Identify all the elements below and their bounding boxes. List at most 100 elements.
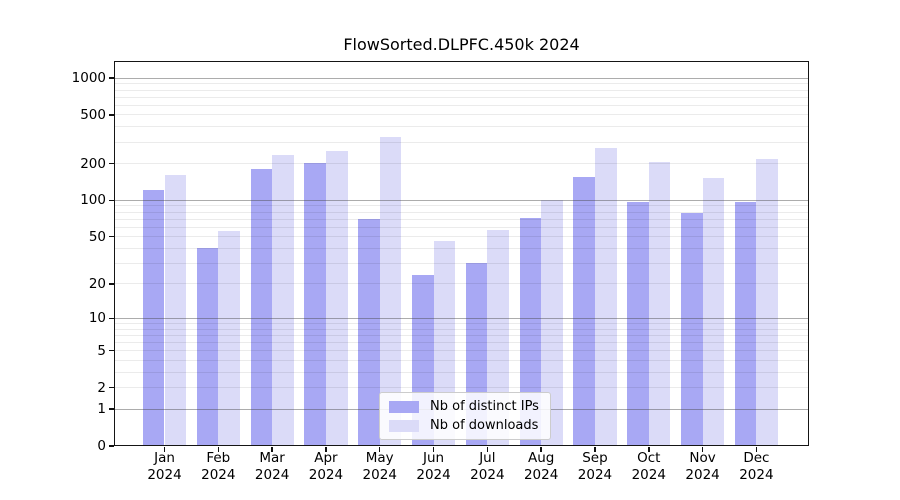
bar-jan-downloads [164,175,187,446]
y-tick-label-50: 50 [88,228,106,245]
y-tick-mark-1000 [108,77,114,79]
gridline-minor-200 [114,163,809,165]
x-tick-label-dec: Dec 2024 [716,450,796,484]
x-tick-month: Mar [259,450,285,466]
y-tick-label-2: 2 [97,379,106,396]
bar-sep-distinct-ips [573,177,595,446]
x-tick-year: 2024 [201,467,236,483]
x-tick-label-jan: Jan 2024 [125,450,205,484]
x-tick-year: 2024 [147,467,182,483]
x-tick-year: 2024 [416,467,451,483]
gridline-minor-700 [114,96,809,98]
x-tick-year: 2024 [308,467,344,483]
y-tick-mark-10 [108,317,114,320]
y-tick-mark-50 [108,235,114,238]
bar-nov-distinct-ips [681,213,703,446]
bar-feb-downloads [218,230,240,446]
y-tick-label-10: 10 [88,310,106,327]
y-tick-mark-1 [108,408,114,410]
x-tick-mark-jul [486,446,489,452]
y-tick-label-0: 0 [97,438,106,454]
bar-may-distinct-ips [358,219,380,446]
y-tick-mark-2 [108,386,114,389]
gridline-minor-900 [114,83,809,85]
y-tick-mark-0 [108,445,114,447]
legend-label-distinct-ips: Nb of distinct IPs [430,399,539,414]
bar-oct-downloads [648,162,671,446]
x-tick-month: Sep [582,450,608,466]
x-tick-mark-jan [163,446,166,452]
x-tick-month: May [365,450,394,466]
bar-oct-distinct-ips [627,201,649,446]
y-tick-mark-200 [108,162,114,165]
x-tick-mark-oct [648,446,650,452]
bar-may-downloads [379,137,402,446]
x-tick-label-mar: Mar 2024 [232,450,312,484]
bar-mar-downloads [272,155,294,446]
bar-feb-distinct-ips [196,248,219,446]
x-tick-year: 2024 [254,467,290,483]
bar-mar-distinct-ips [250,169,273,446]
x-tick-year: 2024 [362,467,397,483]
y-tick-label-1: 1 [97,401,106,418]
x-tick-month: Jul [479,450,496,466]
x-tick-month: Dec [743,450,770,466]
y-tick-mark-20 [108,283,114,285]
x-tick-label-jul: Jul 2024 [447,450,527,484]
x-tick-mark-may [378,446,381,452]
bar-aug-downloads [541,200,563,446]
y-tick-label-100: 100 [80,192,106,209]
legend-item-distinct-ips: Nb of distinct IPs [389,399,539,414]
x-tick-mark-apr [325,446,327,452]
y-tick-label-20: 20 [88,275,106,292]
x-tick-label-nov: Nov 2024 [663,450,743,484]
bar-dec-distinct-ips [734,201,757,446]
gridline-minor-800 [114,89,809,91]
x-tick-month: Jun [423,450,445,466]
x-tick-mark-sep [594,446,596,452]
x-tick-mark-mar [271,446,273,452]
y-tick-mark-500 [108,114,114,116]
bar-aug-distinct-ips [519,217,542,446]
x-tick-year: 2024 [470,467,505,483]
bar-apr-downloads [325,150,348,446]
x-tick-year: 2024 [577,467,613,483]
x-tick-month: Aug [527,450,555,466]
x-tick-label-apr: Apr 2024 [286,450,366,484]
x-tick-label-feb: Feb 2024 [178,450,258,484]
x-tick-month: Jan [154,450,175,466]
legend-swatch-downloads-icon [389,419,419,432]
x-tick-year: 2024 [523,467,559,483]
y-tick-label-5: 5 [97,342,106,359]
x-tick-label-aug: Aug 2024 [501,450,581,484]
legend-item-downloads: Nb of downloads [389,418,539,433]
plot-area [114,61,809,446]
gridline-major-1000 [114,77,809,79]
x-tick-mark-jun [432,446,435,452]
x-tick-label-jun: Jun 2024 [394,450,474,484]
y-tick-mark-100 [108,199,114,201]
x-tick-year: 2024 [685,467,720,483]
bar-nov-downloads [702,177,725,446]
x-tick-label-may: May 2024 [340,450,420,484]
x-tick-year: 2024 [631,467,666,483]
x-tick-month: Apr [314,450,338,466]
bar-jan-distinct-ips [142,189,165,446]
x-tick-mark-dec [755,446,758,452]
x-tick-year: 2024 [739,467,774,483]
x-tick-mark-nov [701,446,704,452]
chart-title: FlowSorted.DLPFC.450k 2024 [343,35,580,54]
bar-dec-downloads [756,158,778,446]
x-tick-month: Nov [689,450,716,466]
gridline-minor-500 [114,114,809,116]
x-tick-label-sep: Sep 2024 [555,450,635,484]
legend: Nb of distinct IPs Nb of downloads [379,392,551,440]
x-tick-mark-feb [217,446,220,452]
y-tick-label-200: 200 [80,155,106,172]
x-tick-month: Oct [637,450,661,466]
gridline-minor-400 [114,126,809,128]
legend-swatch-distinct-ips-icon [389,400,419,413]
gridline-minor-600 [114,104,809,106]
bar-sep-downloads [594,147,617,446]
y-tick-label-1000: 1000 [71,70,106,87]
